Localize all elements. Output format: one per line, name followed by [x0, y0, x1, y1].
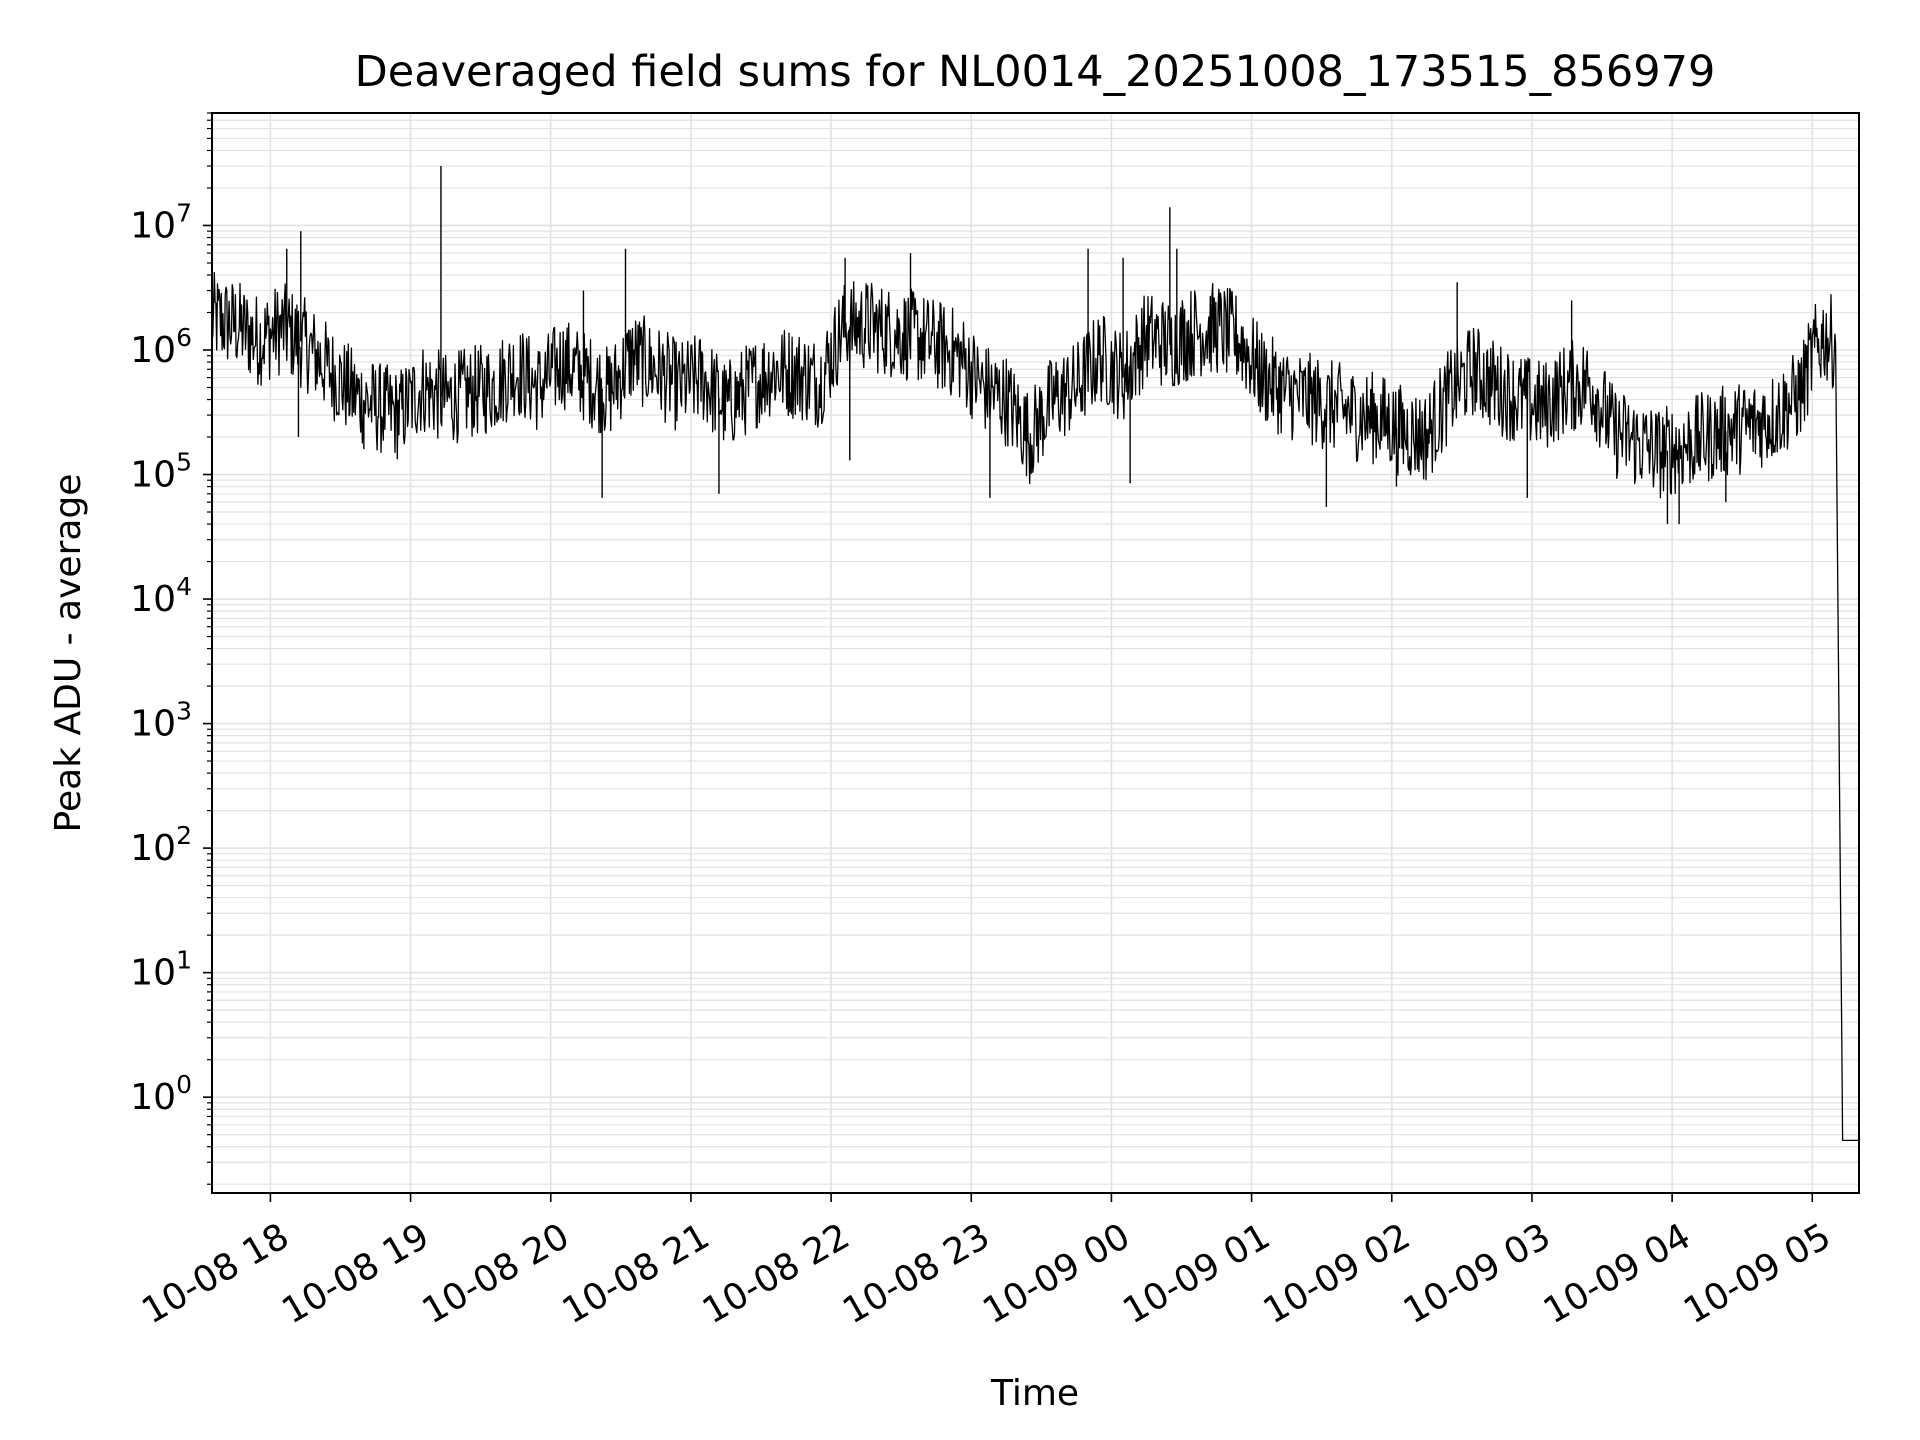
y-tick-base: 10: [130, 704, 176, 745]
x-tick-label: 10-09 02: [1257, 1216, 1418, 1332]
x-tick-label: 10-08 19: [275, 1216, 436, 1332]
y-tick-base: 10: [130, 455, 176, 496]
y-tick-label: 102: [130, 821, 192, 869]
y-tick-label: 107: [130, 198, 192, 246]
y-tick-exponent: 1: [176, 946, 192, 975]
plot-frame: [211, 112, 1860, 1194]
y-tick-base: 10: [130, 828, 176, 869]
y-tick-label: 104: [130, 572, 192, 620]
y-tick-exponent: 5: [176, 448, 192, 477]
data-line: [211, 271, 1859, 1142]
y-tick-base: 10: [130, 330, 176, 371]
y-axis-label: Peak ADU - average: [48, 474, 89, 833]
x-tick-label: 10-09 04: [1537, 1216, 1698, 1332]
x-tick-label: 10-08 20: [416, 1216, 577, 1332]
y-tick-label: 101: [130, 946, 192, 994]
minor-gridlines: [212, 112, 1859, 1185]
data-layer: [211, 166, 1859, 1142]
chart-title: Deaveraged field sums for NL0014_2025100…: [355, 47, 1716, 97]
x-tick-label: 10-08 23: [836, 1216, 997, 1332]
y-tick-exponent: 2: [176, 821, 192, 850]
x-tick-label: 10-08 22: [696, 1216, 857, 1332]
x-axis-label: Time: [990, 1373, 1079, 1414]
y-tick-label: 106: [130, 323, 192, 371]
major-gridlines: [212, 113, 1859, 1193]
x-tick-label: 10-09 01: [1116, 1216, 1277, 1332]
y-tick-exponent: 4: [176, 572, 192, 601]
y-tick-label: 100: [130, 1070, 192, 1118]
x-tick-label: 10-08 21: [556, 1216, 717, 1332]
x-tick-label: 10-09 00: [976, 1216, 1137, 1332]
y-tick-exponent: 6: [176, 323, 192, 352]
y-tick-base: 10: [130, 579, 176, 620]
y-tick-exponent: 0: [176, 1070, 192, 1099]
x-tick-label: 10-09 03: [1397, 1216, 1558, 1332]
y-tick-label: 103: [130, 697, 192, 745]
y-tick-label: 105: [130, 448, 192, 496]
x-tick-label: 10-08 18: [135, 1216, 296, 1332]
y-tick-exponent: 7: [176, 198, 192, 227]
y-tick-base: 10: [130, 1077, 176, 1118]
x-tick-label: 10-09 05: [1677, 1216, 1838, 1332]
y-tick-base: 10: [130, 205, 176, 246]
y-tick-base: 10: [130, 953, 176, 994]
y-tick-exponent: 3: [176, 697, 192, 726]
